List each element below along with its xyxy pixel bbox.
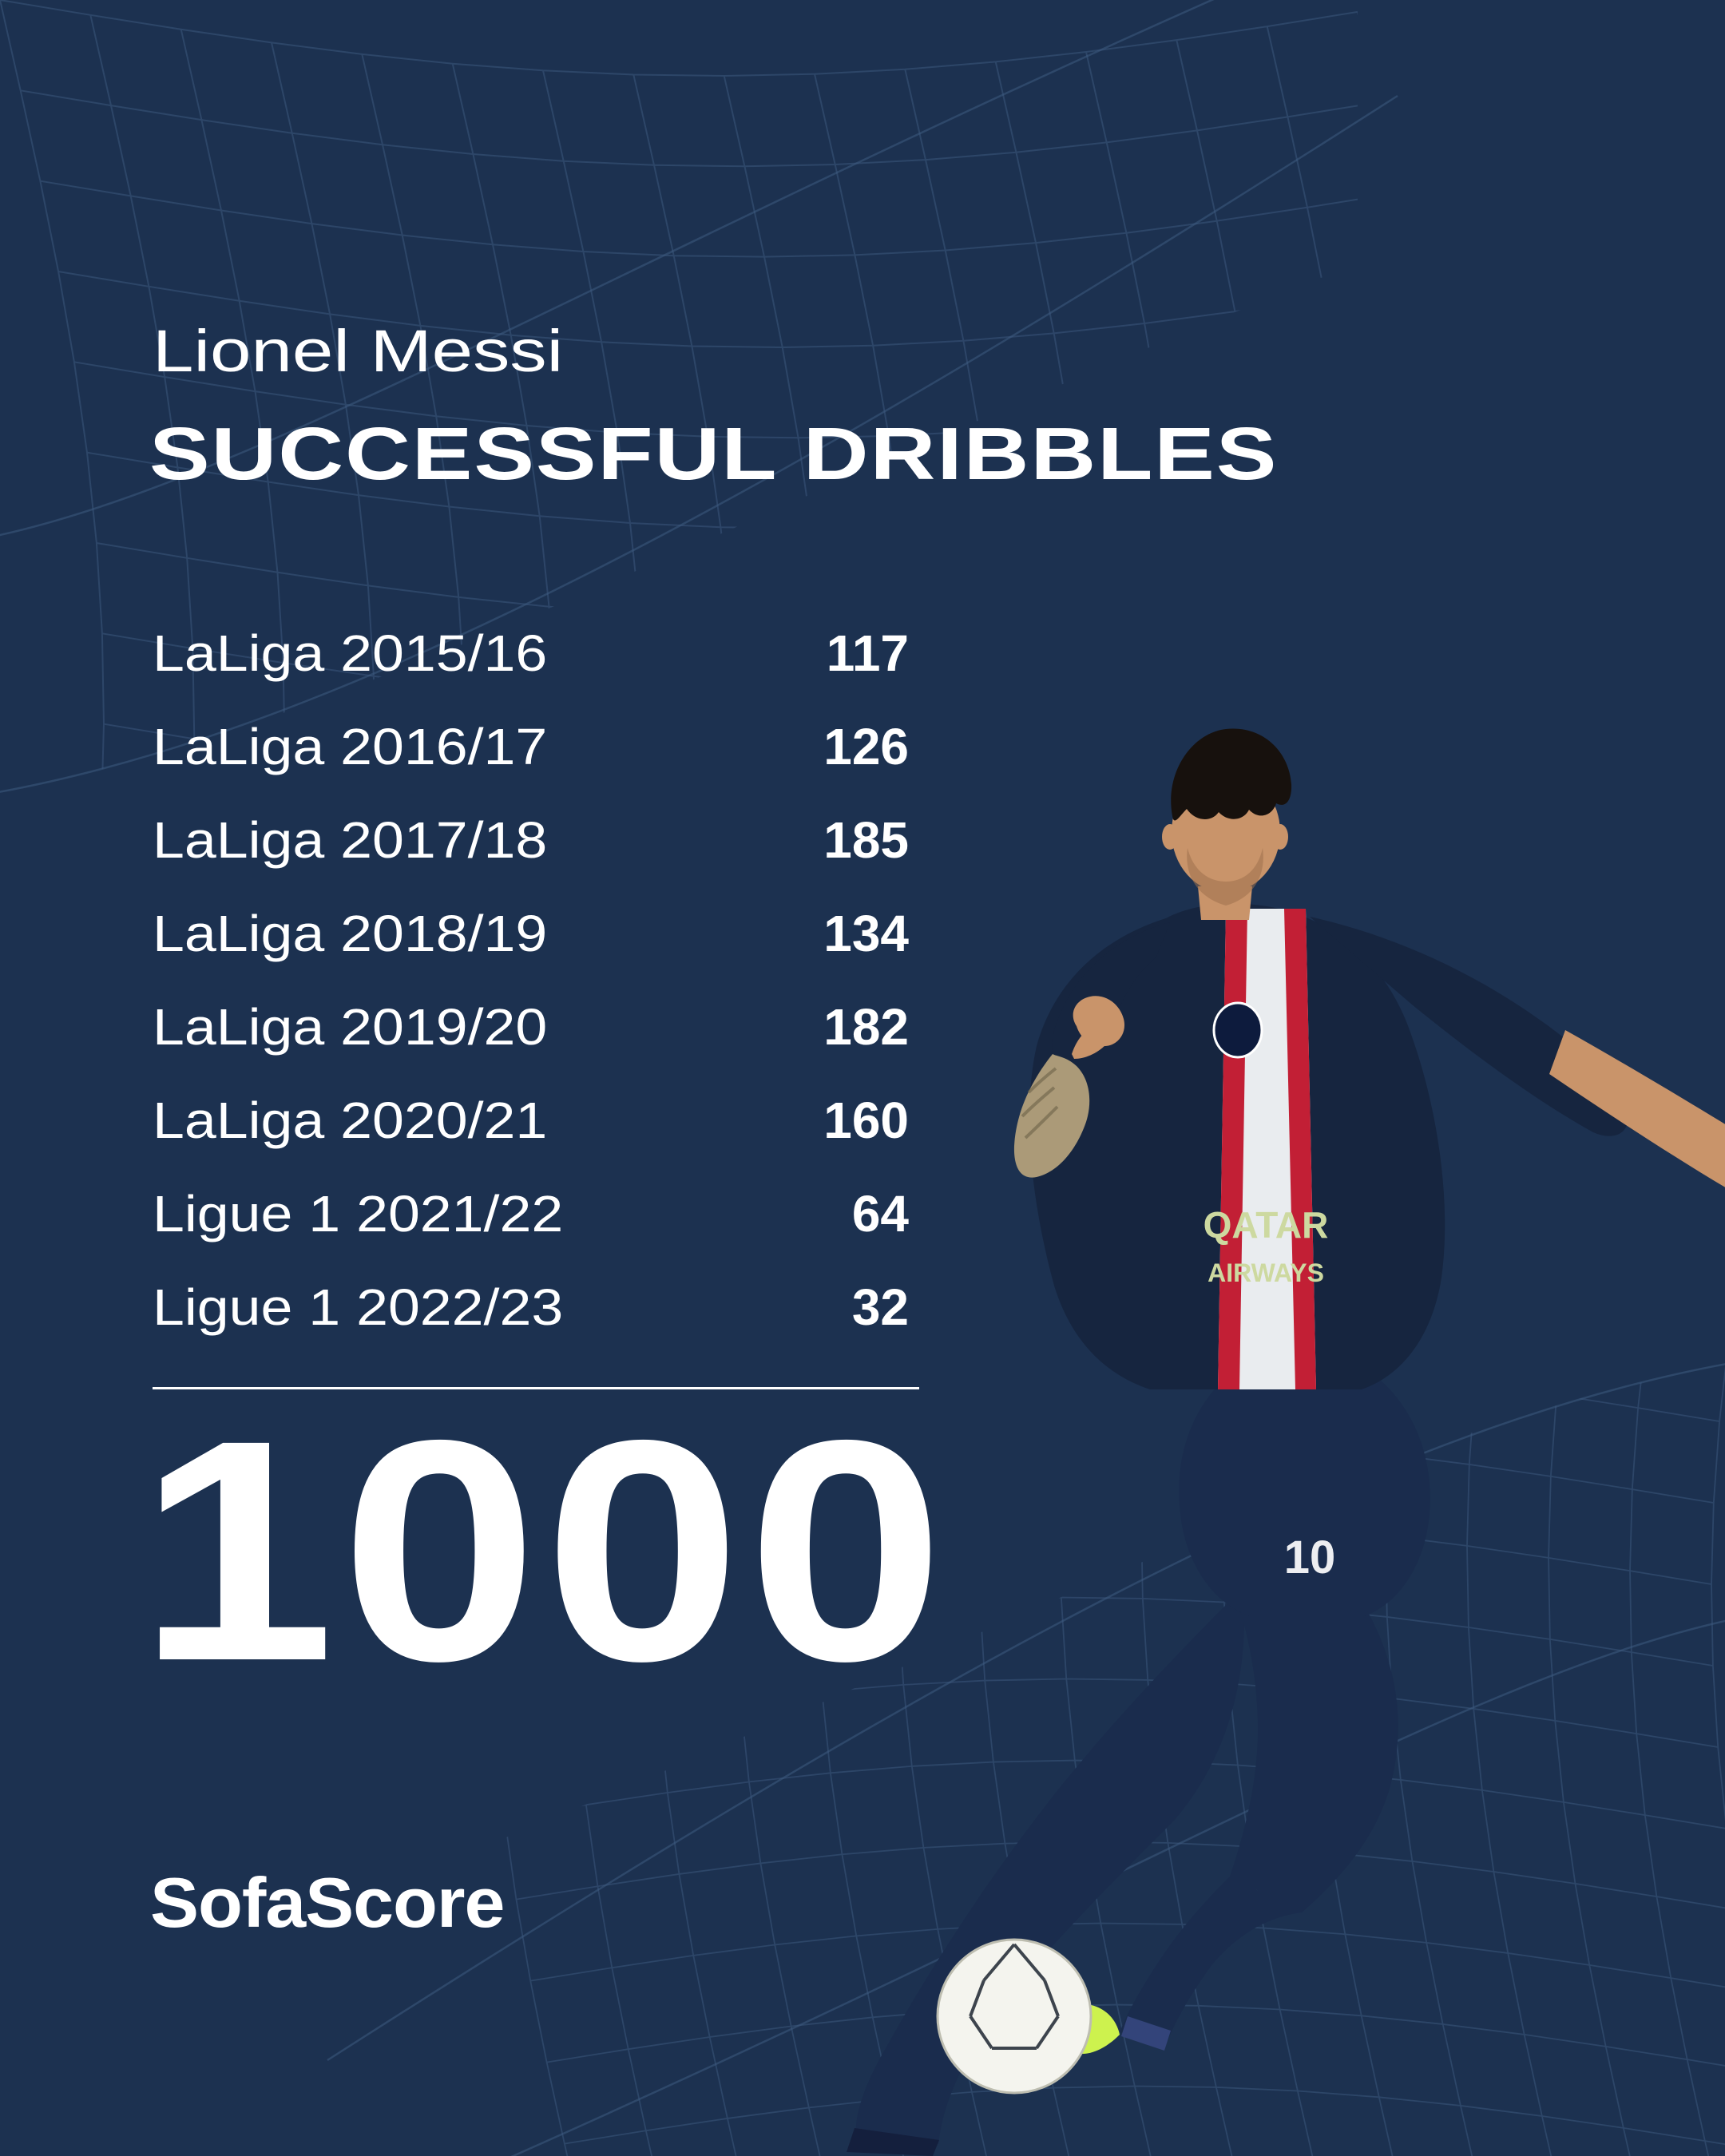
svg-text:QATAR: QATAR [1204, 1204, 1329, 1246]
svg-text:10: 10 [1284, 1532, 1336, 1583]
svg-text:AIRWAYS: AIRWAYS [1208, 1258, 1324, 1287]
